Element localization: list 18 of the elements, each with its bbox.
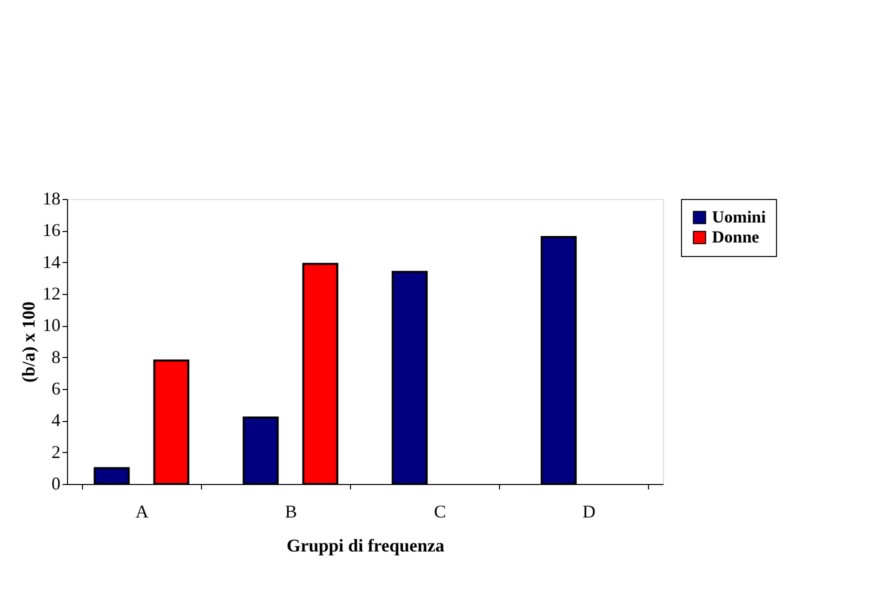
y-tick-label: 4: [52, 410, 60, 430]
y-tick-label: 10: [42, 315, 60, 336]
y-tick-label: 2: [52, 442, 60, 462]
y-axis-title: (b/a) x 100: [18, 302, 38, 382]
y-tick-label: 18: [42, 188, 60, 208]
y-tick-label: 12: [42, 284, 60, 304]
x-tick-label: B: [284, 502, 298, 522]
legend-label: Uomini: [712, 208, 766, 226]
y-tick-label: 6: [52, 378, 60, 398]
x-tick-label: D: [582, 502, 596, 522]
y-tick-label: 8: [52, 346, 60, 367]
x-axis-title: Gruppi di frequenza: [286, 536, 444, 556]
x-tick-label: A: [136, 502, 148, 522]
y-tick-label: 16: [42, 220, 60, 240]
y-tick-label: 14: [42, 252, 60, 272]
y-tick-label: 0: [52, 474, 60, 494]
legend-label: Donne: [712, 228, 760, 246]
x-tick-label: C: [434, 502, 446, 522]
